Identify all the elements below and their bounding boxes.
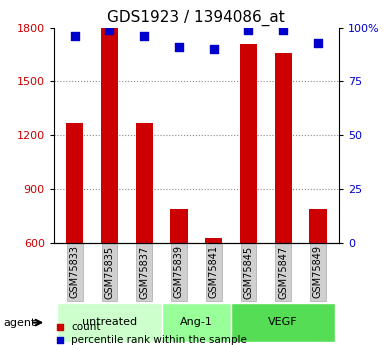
Point xyxy=(141,33,147,39)
Text: count: count xyxy=(71,322,101,332)
Bar xyxy=(205,238,223,243)
Point xyxy=(106,27,112,32)
FancyBboxPatch shape xyxy=(162,303,231,342)
Point xyxy=(245,27,251,32)
Point xyxy=(211,46,217,52)
Point xyxy=(72,33,78,39)
Bar xyxy=(240,44,257,243)
Text: Ang-1: Ang-1 xyxy=(180,317,213,327)
Bar xyxy=(101,28,118,243)
Bar xyxy=(170,209,187,243)
Point xyxy=(176,44,182,50)
Point xyxy=(248,166,254,171)
Bar xyxy=(66,122,84,243)
Text: percentile rank within the sample: percentile rank within the sample xyxy=(71,335,247,345)
Point xyxy=(315,40,321,46)
Bar xyxy=(275,53,292,243)
FancyBboxPatch shape xyxy=(57,303,162,342)
Text: VEGF: VEGF xyxy=(268,317,298,327)
Point xyxy=(280,27,286,32)
Point xyxy=(248,286,254,292)
FancyBboxPatch shape xyxy=(231,303,335,342)
Text: untreated: untreated xyxy=(82,317,137,327)
Title: GDS1923 / 1394086_at: GDS1923 / 1394086_at xyxy=(107,10,285,26)
Text: agent: agent xyxy=(4,318,36,327)
Bar xyxy=(136,124,153,243)
Bar xyxy=(309,209,326,243)
